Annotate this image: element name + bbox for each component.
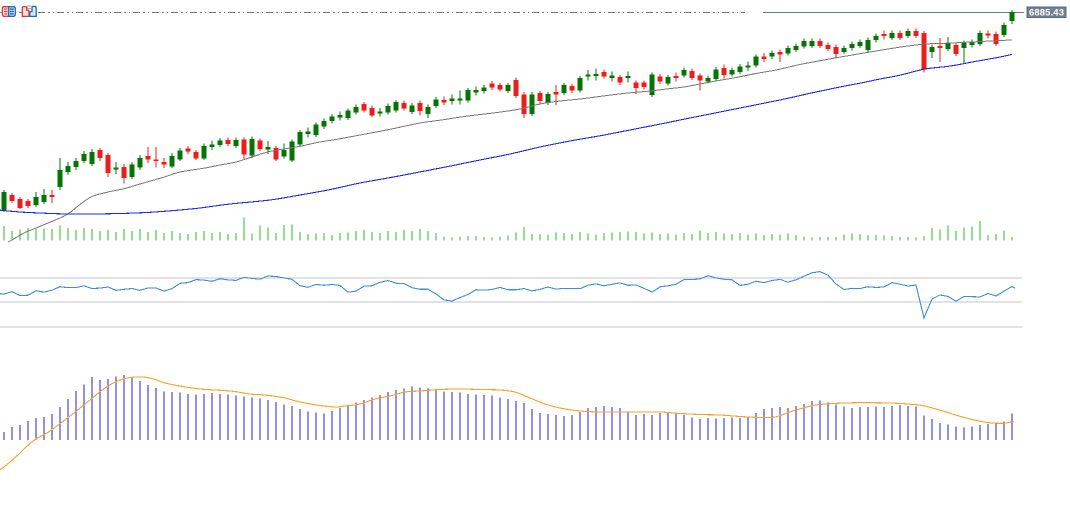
svg-text:6885.43: 6885.43: [1029, 8, 1064, 19]
